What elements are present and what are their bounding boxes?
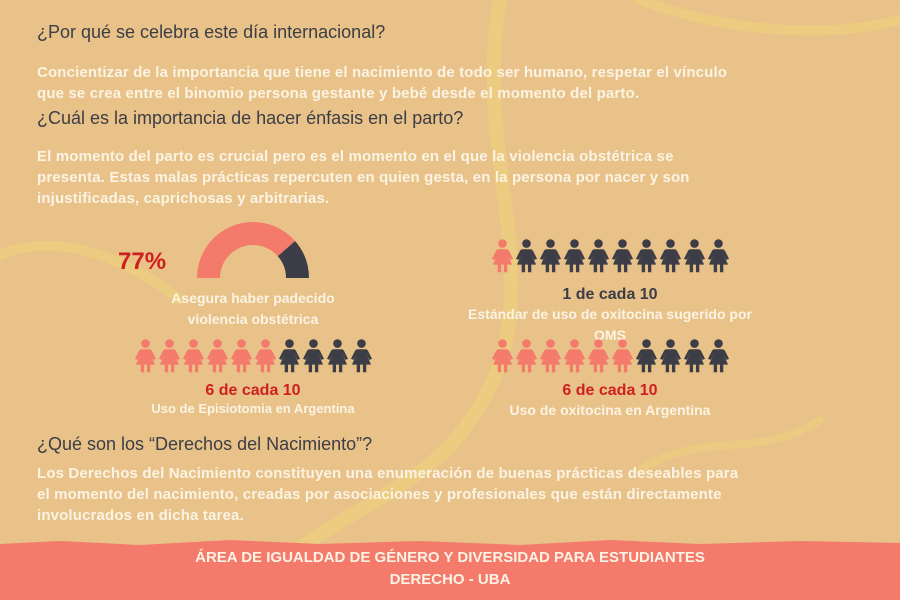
person-icon: [611, 339, 633, 373]
person-icon: [350, 339, 372, 373]
answer-birth-rights: Los Derechos del Nacimiento constituyen …: [37, 463, 738, 526]
person-icon: [635, 239, 657, 273]
caption-line: violencia obstétrica: [187, 311, 319, 327]
person-icon: [230, 339, 252, 373]
question-why-celebrate: ¿Por qué se celebra este día internacion…: [37, 22, 386, 42]
person-icon: [134, 339, 156, 373]
person-icon: [158, 339, 180, 373]
paragraph-line: involucrados en dicha tarea.: [37, 507, 244, 524]
paragraph-line: que se crea entre el binomio persona ges…: [37, 85, 640, 102]
person-icon: [326, 339, 348, 373]
stat-count: 6 de cada 10: [205, 382, 301, 399]
gauge-chart: [197, 221, 309, 278]
gauge-remainder: [277, 240, 309, 278]
paragraph-line: Concientizar de la importancia que tiene…: [37, 64, 728, 81]
footer-line-2: DERECHO - UBA: [389, 571, 511, 588]
caption-line: Asegura haber padecido: [171, 290, 335, 306]
person-icon: [254, 339, 276, 373]
person-icon: [206, 339, 228, 373]
person-icon: [707, 239, 729, 273]
stat-caption: Uso de Episiotomia en Argentina: [151, 401, 355, 416]
person-icon: [659, 339, 681, 373]
footer-background: [0, 540, 900, 600]
person-icon: [491, 239, 513, 273]
gauge-percent: 77%: [118, 248, 167, 275]
person-icon: [683, 339, 705, 373]
paragraph-line: injustificadas, caprichosas y arbitraria…: [37, 190, 330, 207]
person-icon: [491, 339, 513, 373]
person-icon: [707, 339, 729, 373]
person-icon: [182, 339, 204, 373]
gauge-caption: Asegura haber padecido violencia obstétr…: [133, 288, 373, 330]
answer-importance-birth: El momento del parto es crucial pero es …: [37, 146, 690, 209]
paragraph-line: el momento del nacimiento, creadas por a…: [37, 486, 722, 503]
stat-count: 6 de cada 10: [562, 382, 658, 399]
stat-count: 1 de cada 10: [562, 286, 658, 303]
person-icon: [659, 239, 681, 273]
people-row: [108, 338, 398, 374]
footer-line-1: ÁREA DE IGUALDAD DE GÉNERO Y DIVERSIDAD …: [195, 549, 705, 566]
person-icon: [611, 239, 633, 273]
question-importance-birth: ¿Cuál es la importancia de hacer énfasis…: [37, 108, 464, 128]
person-icon: [539, 339, 561, 373]
gauge-fill: [197, 221, 296, 278]
stat-episiotomia: 6 de cada 10 Uso de Episiotomia en Argen…: [108, 338, 398, 417]
answer-why-celebrate: Concientizar de la importancia que tiene…: [37, 62, 727, 104]
person-icon: [515, 339, 537, 373]
stat-caption: Uso de oxitocina en Argentina: [509, 402, 711, 418]
paragraph-line: presenta. Estas malas prácticas repercut…: [37, 169, 690, 186]
person-icon: [278, 339, 300, 373]
paragraph-line: Los Derechos del Nacimiento constituyen …: [37, 465, 739, 482]
stat-caption: Estándar de uso de oxitocina sugerido po…: [468, 306, 752, 343]
stat-oms: 1 de cada 10 Estándar de uso de oxitocin…: [455, 238, 765, 346]
person-icon: [515, 239, 537, 273]
person-icon: [587, 239, 609, 273]
person-icon: [302, 339, 324, 373]
person-icon: [587, 339, 609, 373]
people-row: [455, 338, 765, 374]
person-icon: [563, 339, 585, 373]
paragraph-line: El momento del parto es crucial pero es …: [37, 148, 674, 165]
question-birth-rights: ¿Qué son los “Derechos del Nacimiento”?: [37, 434, 373, 454]
person-icon: [539, 239, 561, 273]
person-icon: [563, 239, 585, 273]
person-icon: [635, 339, 657, 373]
people-row: [455, 238, 765, 274]
stat-oxitocina: 6 de cada 10 Uso de oxitocina en Argenti…: [455, 338, 765, 421]
person-icon: [683, 239, 705, 273]
footer-banner: ÁREA DE IGUALDAD DE GÉNERO Y DIVERSIDAD …: [0, 540, 900, 600]
